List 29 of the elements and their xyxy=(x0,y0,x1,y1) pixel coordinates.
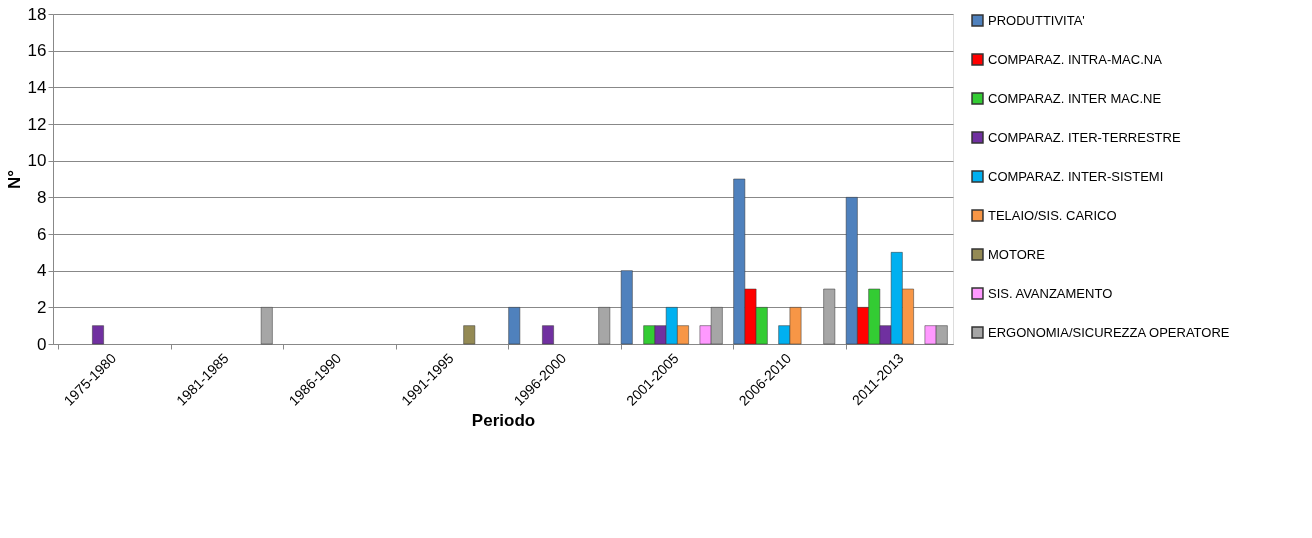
bar xyxy=(260,307,273,345)
bar xyxy=(598,307,611,345)
y-tick-label: 6 xyxy=(37,224,47,244)
bar xyxy=(620,270,633,345)
y-tick-label: 0 xyxy=(37,334,47,354)
bar xyxy=(823,288,836,345)
legend-label: COMPARAZ. INTRA-MAC.NA xyxy=(988,51,1163,67)
legend-label: SIS. AVANZAMENTO xyxy=(988,285,1113,301)
y-tick-label: 16 xyxy=(27,41,47,61)
x-axis-title: Periodo xyxy=(471,410,536,430)
y-tick-label: 4 xyxy=(37,261,47,281)
bar xyxy=(542,325,554,345)
y-axis-title: N° xyxy=(4,169,24,190)
bar xyxy=(92,325,104,345)
y-tick-label: 14 xyxy=(27,77,47,97)
legend-label: PRODUTTIVITA' xyxy=(988,12,1085,28)
legend-label: TELAIO/SIS. CARICO xyxy=(988,207,1117,223)
legend-label: COMPARAZ. ITER-TERRESTRE xyxy=(988,129,1181,145)
y-tick-label: 2 xyxy=(37,297,47,317)
bar xyxy=(508,307,521,345)
bar xyxy=(463,325,476,345)
legend-label: COMPARAZ. INTER MAC.NE xyxy=(988,90,1162,106)
y-tick-label: 18 xyxy=(27,4,47,24)
legend-label: ERGONOMIA/SICUREZZA OPERATORE xyxy=(988,324,1230,340)
legend-label: COMPARAZ. INTER-SISTEMI xyxy=(988,168,1164,184)
y-tick-label: 12 xyxy=(27,114,47,134)
legend-label: MOTORE xyxy=(988,246,1046,262)
y-tick-label: 10 xyxy=(27,151,47,171)
y-tick-label: 8 xyxy=(37,187,47,207)
